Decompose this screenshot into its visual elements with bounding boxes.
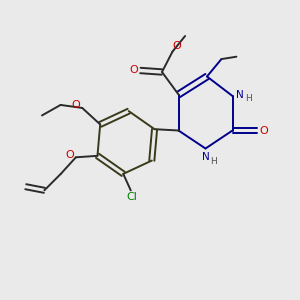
Text: H: H [245, 94, 252, 103]
Text: N: N [202, 152, 210, 162]
Text: O: O [129, 65, 138, 75]
Text: O: O [172, 41, 182, 51]
Text: Cl: Cl [127, 192, 138, 202]
Text: N: N [236, 90, 244, 100]
Text: O: O [71, 100, 80, 110]
Text: H: H [210, 158, 217, 166]
Text: O: O [65, 150, 74, 160]
Text: O: O [259, 125, 268, 136]
